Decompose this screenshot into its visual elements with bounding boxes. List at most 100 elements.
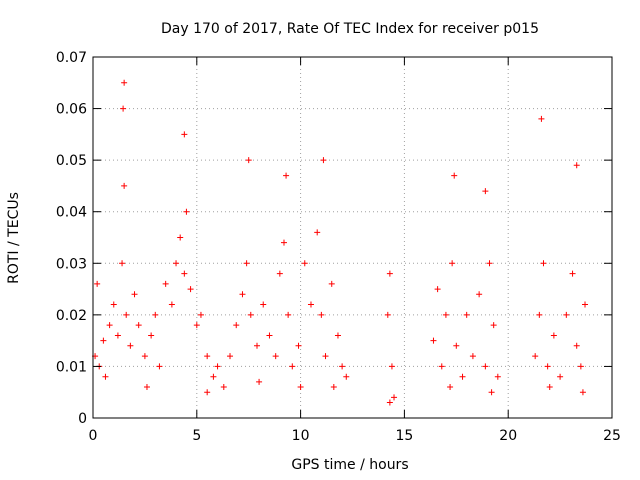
x-tick-label: 15: [395, 428, 413, 444]
data-point: [430, 337, 437, 344]
data-point: [391, 394, 398, 401]
data-point: [459, 373, 466, 380]
data-point: [100, 337, 107, 344]
data-point: [148, 332, 155, 339]
data-point: [557, 373, 564, 380]
y-tick-label: 0.02: [56, 308, 87, 324]
y-tick-labels: 0 0.01 0.02 0.03 0.04 0.05 0.06 0.07: [56, 50, 87, 427]
plot-frame: [92, 56, 613, 419]
data-point: [181, 270, 188, 277]
x-tick-label: 20: [499, 428, 517, 444]
data-point: [197, 311, 204, 318]
data-point: [328, 280, 335, 287]
axis-ticks: [92, 56, 613, 419]
data-point: [295, 342, 302, 349]
data-point: [482, 188, 489, 195]
y-tick-label: 0: [78, 411, 87, 427]
x-tick-label: 0: [89, 428, 98, 444]
data-point: [301, 260, 308, 267]
data-point: [334, 332, 341, 339]
data-point: [254, 342, 261, 349]
data-point: [156, 363, 163, 370]
data-point: [494, 373, 501, 380]
data-point: [490, 322, 497, 329]
x-tick-label: 25: [603, 428, 621, 444]
data-point: [243, 260, 250, 267]
data-point: [569, 270, 576, 277]
data-point: [181, 131, 188, 138]
data-point: [289, 363, 296, 370]
data-point: [177, 234, 184, 241]
data-point: [573, 162, 580, 169]
data-point: [168, 301, 175, 308]
data-point: [536, 311, 543, 318]
data-point: [573, 342, 580, 349]
data-point: [330, 384, 337, 391]
data-point: [127, 342, 134, 349]
data-point: [532, 353, 539, 360]
data-point: [276, 270, 283, 277]
data-point: [266, 332, 273, 339]
y-axis-label: ROTI / TECUs: [6, 192, 22, 284]
data-point: [488, 389, 495, 396]
x-tick-labels: 0 5 10 15 20 25: [89, 428, 621, 444]
data-point: [135, 322, 142, 329]
data-point: [540, 260, 547, 267]
x-tick-label: 10: [292, 428, 310, 444]
data-point: [272, 353, 279, 360]
data-point: [546, 384, 553, 391]
data-point: [582, 301, 589, 308]
data-point: [451, 172, 458, 179]
y-tick-label: 0.04: [56, 205, 87, 221]
data-point: [486, 260, 493, 267]
data-point: [256, 378, 263, 385]
data-point: [544, 363, 551, 370]
data-point: [173, 260, 180, 267]
x-tick-label: 5: [192, 428, 201, 444]
data-point: [579, 389, 586, 396]
data-point: [280, 239, 287, 246]
grid-lines: [93, 57, 612, 418]
data-point: [322, 353, 329, 360]
data-point: [449, 260, 456, 267]
y-tick-label: 0.01: [56, 359, 87, 375]
data-point: [476, 291, 483, 298]
data-point: [339, 363, 346, 370]
data-point: [239, 291, 246, 298]
data-point: [307, 301, 314, 308]
data-point: [210, 373, 217, 380]
data-point: [386, 399, 393, 406]
data-point: [469, 353, 476, 360]
data-points: [92, 79, 589, 406]
data-point: [119, 260, 126, 267]
data-point: [102, 373, 109, 380]
chart-title: Day 170 of 2017, Rate Of TEC Index for r…: [161, 21, 539, 37]
data-point: [220, 384, 227, 391]
data-point: [143, 384, 150, 391]
data-point: [447, 384, 454, 391]
data-point: [152, 311, 159, 318]
data-point: [453, 342, 460, 349]
data-point: [121, 79, 128, 86]
data-point: [318, 311, 325, 318]
data-point: [121, 182, 128, 189]
data-point: [247, 311, 254, 318]
data-point: [94, 280, 101, 287]
x-axis-label: GPS time / hours: [291, 457, 408, 473]
data-point: [131, 291, 138, 298]
data-point: [285, 311, 292, 318]
data-point: [463, 311, 470, 318]
y-tick-label: 0.07: [56, 50, 87, 66]
data-point: [388, 363, 395, 370]
data-point: [386, 270, 393, 277]
y-tick-label: 0.05: [56, 153, 87, 169]
data-point: [233, 322, 240, 329]
data-point: [187, 286, 194, 293]
data-point: [114, 332, 121, 339]
data-point: [297, 384, 304, 391]
data-point: [550, 332, 557, 339]
data-point: [120, 105, 127, 112]
data-point: [183, 208, 190, 215]
data-point: [214, 363, 221, 370]
